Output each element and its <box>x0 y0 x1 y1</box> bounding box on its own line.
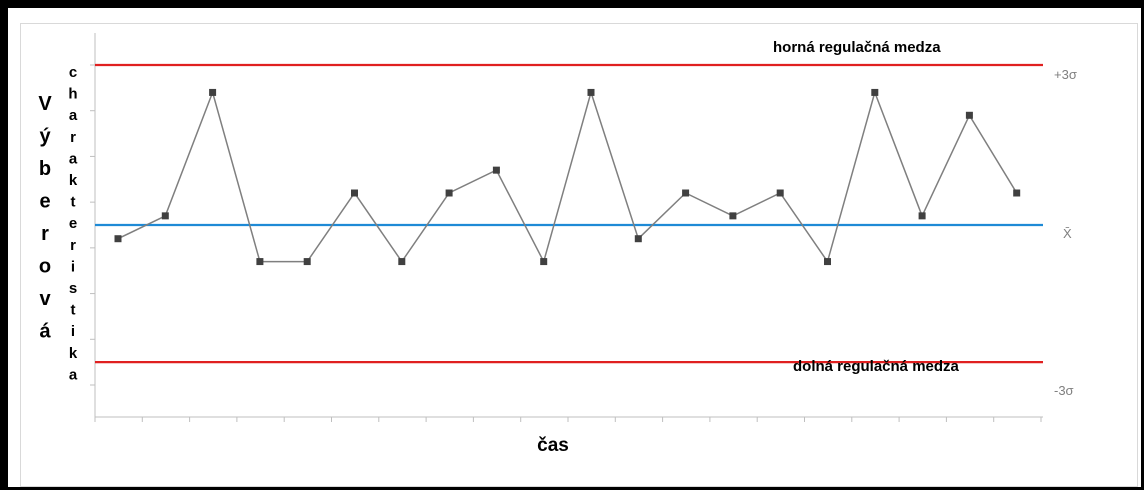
data-point <box>114 235 122 243</box>
reference-lines-layer <box>95 63 1043 364</box>
lcl-label: dolná regulačná medza <box>793 358 960 375</box>
data-point <box>445 189 453 197</box>
data-point <box>540 258 548 266</box>
y-axis-label-secondary-char: c <box>69 64 77 81</box>
data-point <box>161 212 169 220</box>
data-point <box>492 166 500 174</box>
y-axis-label-secondary-char: t <box>71 194 76 211</box>
ucl-marker: +3σ <box>1054 67 1077 82</box>
data-point <box>824 258 831 266</box>
data-series-line <box>117 89 1018 264</box>
y-axis-label-secondary-char: r <box>70 129 76 146</box>
y-axis-label-primary-char: r <box>41 223 49 245</box>
data-point <box>351 189 358 197</box>
data-point <box>398 258 406 266</box>
data-point <box>729 212 737 220</box>
y-axis-label-primary-char: ý <box>39 126 51 148</box>
y-axis-label-secondary-char: a <box>69 366 78 383</box>
y-axis-label-secondary-char: s <box>69 280 77 297</box>
y-axis-label-primary-char: V <box>38 93 52 115</box>
data-point <box>682 189 690 197</box>
y-axis-label-secondary-char: t <box>71 302 76 319</box>
labels-layer: horná regulačná medza dolná regulačná me… <box>537 39 1077 456</box>
data-point <box>587 88 595 96</box>
y-axis-label-primary-char: á <box>39 321 51 343</box>
plot-area-border <box>20 23 1138 487</box>
y-axis-label-secondary-char: k <box>69 345 78 362</box>
center-marker: X̄ <box>1063 226 1072 241</box>
y-axis-label-primary-char: b <box>39 158 51 180</box>
y-axis-label-primary-char: o <box>39 256 51 278</box>
y-axis-label-secondary-char: a <box>69 107 78 124</box>
data-point <box>965 111 973 119</box>
y-axis-label-secondary-char: i <box>71 323 75 340</box>
y-axis-label-primary-char: e <box>39 191 50 213</box>
data-point <box>303 258 311 266</box>
data-point <box>918 212 926 220</box>
series-layer <box>114 88 1021 266</box>
data-point <box>1013 189 1021 197</box>
y-axis-label-secondary-char: e <box>69 215 77 232</box>
y-axis-label-secondary-char: k <box>69 172 78 189</box>
y-axis-label-secondary-char: i <box>71 258 75 275</box>
data-point <box>634 235 642 243</box>
data-point <box>209 88 217 96</box>
x-axis-label: čas <box>537 435 569 456</box>
data-point <box>776 189 784 197</box>
data-point <box>256 258 264 266</box>
y-axis-label-secondary-char: h <box>68 86 77 103</box>
y-axis-label-secondary-char: r <box>70 237 76 254</box>
data-point <box>871 88 879 96</box>
y-axis-label-secondary-char: a <box>69 150 78 167</box>
ucl-label: horná regulačná medza <box>773 39 941 56</box>
y-axis-label-primary-char: v <box>39 288 51 310</box>
lcl-marker: -3σ <box>1054 383 1074 398</box>
